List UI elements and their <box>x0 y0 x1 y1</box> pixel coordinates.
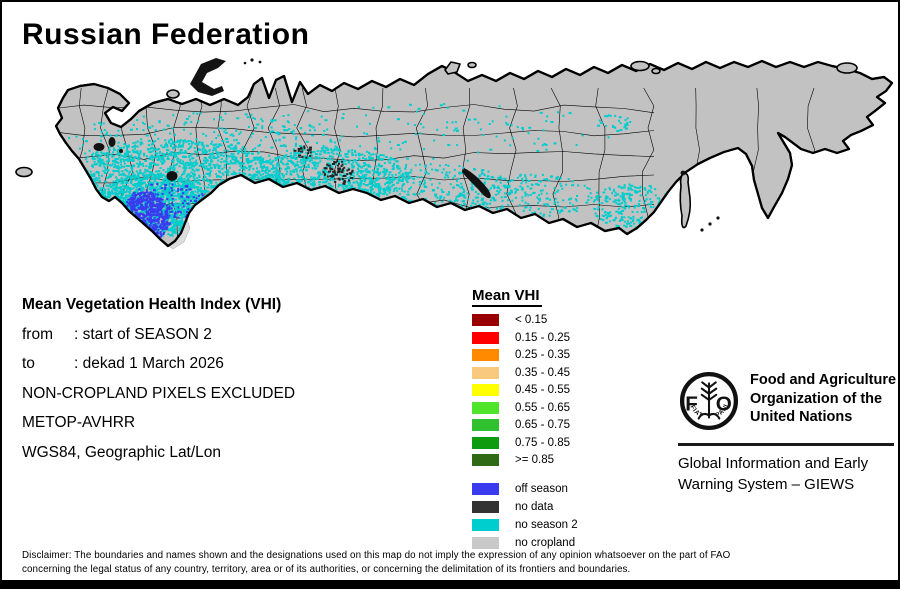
legend-swatch <box>472 401 499 414</box>
legend-swatch <box>472 436 499 449</box>
legend-item: no cropland <box>472 536 578 549</box>
legend-label: >= 0.85 <box>515 454 555 466</box>
fao-logo: F O FIAT PANIS <box>678 370 739 431</box>
lake-baikal <box>462 168 491 199</box>
legend-item: 0.25 - 0.35 <box>472 349 570 361</box>
fao-logo-letter-o: O <box>716 392 732 415</box>
legend-label: 0.25 - 0.35 <box>515 349 570 361</box>
legend-swatch <box>472 482 499 495</box>
map-info-block: Mean Vegetation Health Index (VHI) from:… <box>22 290 295 467</box>
legend-item: 0.45 - 0.55 <box>472 384 570 396</box>
legend-item: no season 2 <box>472 518 578 531</box>
giews-name: Global Information and Early Warning Sys… <box>678 455 869 493</box>
fao-name: Food and Agriculture Organization of the… <box>750 372 897 425</box>
legend-label: 0.65 - 0.75 <box>515 419 570 431</box>
legend-label: 0.15 - 0.25 <box>515 331 570 344</box>
legend-item: 0.65 - 0.75 <box>472 419 570 431</box>
legend-extra-classes: off season no data no season 2 no cropland <box>472 482 578 554</box>
legend-item: 0.15 - 0.25 <box>472 331 570 344</box>
kuril-islands <box>700 216 720 232</box>
legend-swatch <box>472 349 499 361</box>
legend-swatch <box>472 314 499 326</box>
legend-swatch <box>472 331 499 344</box>
legend-swatch <box>472 419 499 431</box>
legend-label: 0.55 - 0.65 <box>515 401 570 414</box>
bottom-border-bar <box>2 580 898 587</box>
legend: Mean VHI < 0.15 0.15 - 0.25 0.25 - 0.35 0.3… <box>472 287 570 472</box>
legend-swatch <box>472 500 499 513</box>
disclaimer-line-2: concerning the legal status of any count… <box>22 563 631 575</box>
legend-swatch <box>472 366 499 379</box>
legend-label: no data <box>515 500 554 513</box>
lakes <box>93 137 491 199</box>
kaliningrad <box>15 166 33 178</box>
legend-label: 0.75 - 0.85 <box>515 436 570 449</box>
sakhalin-island <box>679 172 692 229</box>
info-from-row: from: start of SEASON 2 <box>22 325 212 343</box>
info-heading: Mean Vegetation Health Index (VHI) <box>22 296 282 313</box>
legend-swatch <box>472 536 499 549</box>
legend-swatch <box>472 454 499 466</box>
wheat-ear-icon <box>697 381 721 420</box>
disclaimer: Disclaimer: The boundaries and names sho… <box>22 549 730 576</box>
islands <box>15 58 858 232</box>
legend-item: 0.35 - 0.45 <box>472 366 570 379</box>
info-to-row: to: dekad 1 March 2026 <box>22 355 224 372</box>
info-sensor: METOP-AVHRR <box>22 414 136 431</box>
legend-swatch <box>472 518 499 531</box>
russia-vhi-map <box>15 58 894 250</box>
page-title: Russian Federation <box>22 18 310 51</box>
legend-swatch <box>472 384 499 396</box>
legend-classes: < 0.15 0.15 - 0.25 0.25 - 0.35 0.35 - 0.45 0… <box>472 314 570 466</box>
disclaimer-line-1: Disclaimer: The boundaries and names sho… <box>22 550 731 561</box>
divider-line <box>678 443 894 446</box>
legend-item: < 0.15 <box>472 314 570 326</box>
legend-label: no cropland <box>515 536 576 549</box>
fao-logo-letter-f: F <box>685 392 698 415</box>
info-projection: WGS84, Geographic Lat/Lon <box>22 443 222 461</box>
wrangel-island <box>836 62 858 74</box>
legend-item: >= 0.85 <box>472 454 570 466</box>
novaya-zemlya <box>190 58 226 96</box>
legend-item: no data <box>472 500 578 513</box>
legend-label: < 0.15 <box>515 314 548 326</box>
legend-label: 0.45 - 0.55 <box>515 384 570 396</box>
legend-title: Mean VHI <box>472 287 542 307</box>
franz-josef-land <box>243 58 262 65</box>
legend-label: 0.35 - 0.45 <box>515 366 570 379</box>
legend-item: off season <box>472 482 578 495</box>
legend-item: 0.75 - 0.85 <box>472 436 570 449</box>
legend-item: 0.55 - 0.65 <box>472 401 570 414</box>
legend-label: off season <box>515 482 568 495</box>
volga-delta-blob <box>166 171 178 181</box>
legend-label: no season 2 <box>515 518 578 531</box>
info-noncropland: NON-CROPLAND PIXELS EXCLUDED <box>22 384 296 402</box>
